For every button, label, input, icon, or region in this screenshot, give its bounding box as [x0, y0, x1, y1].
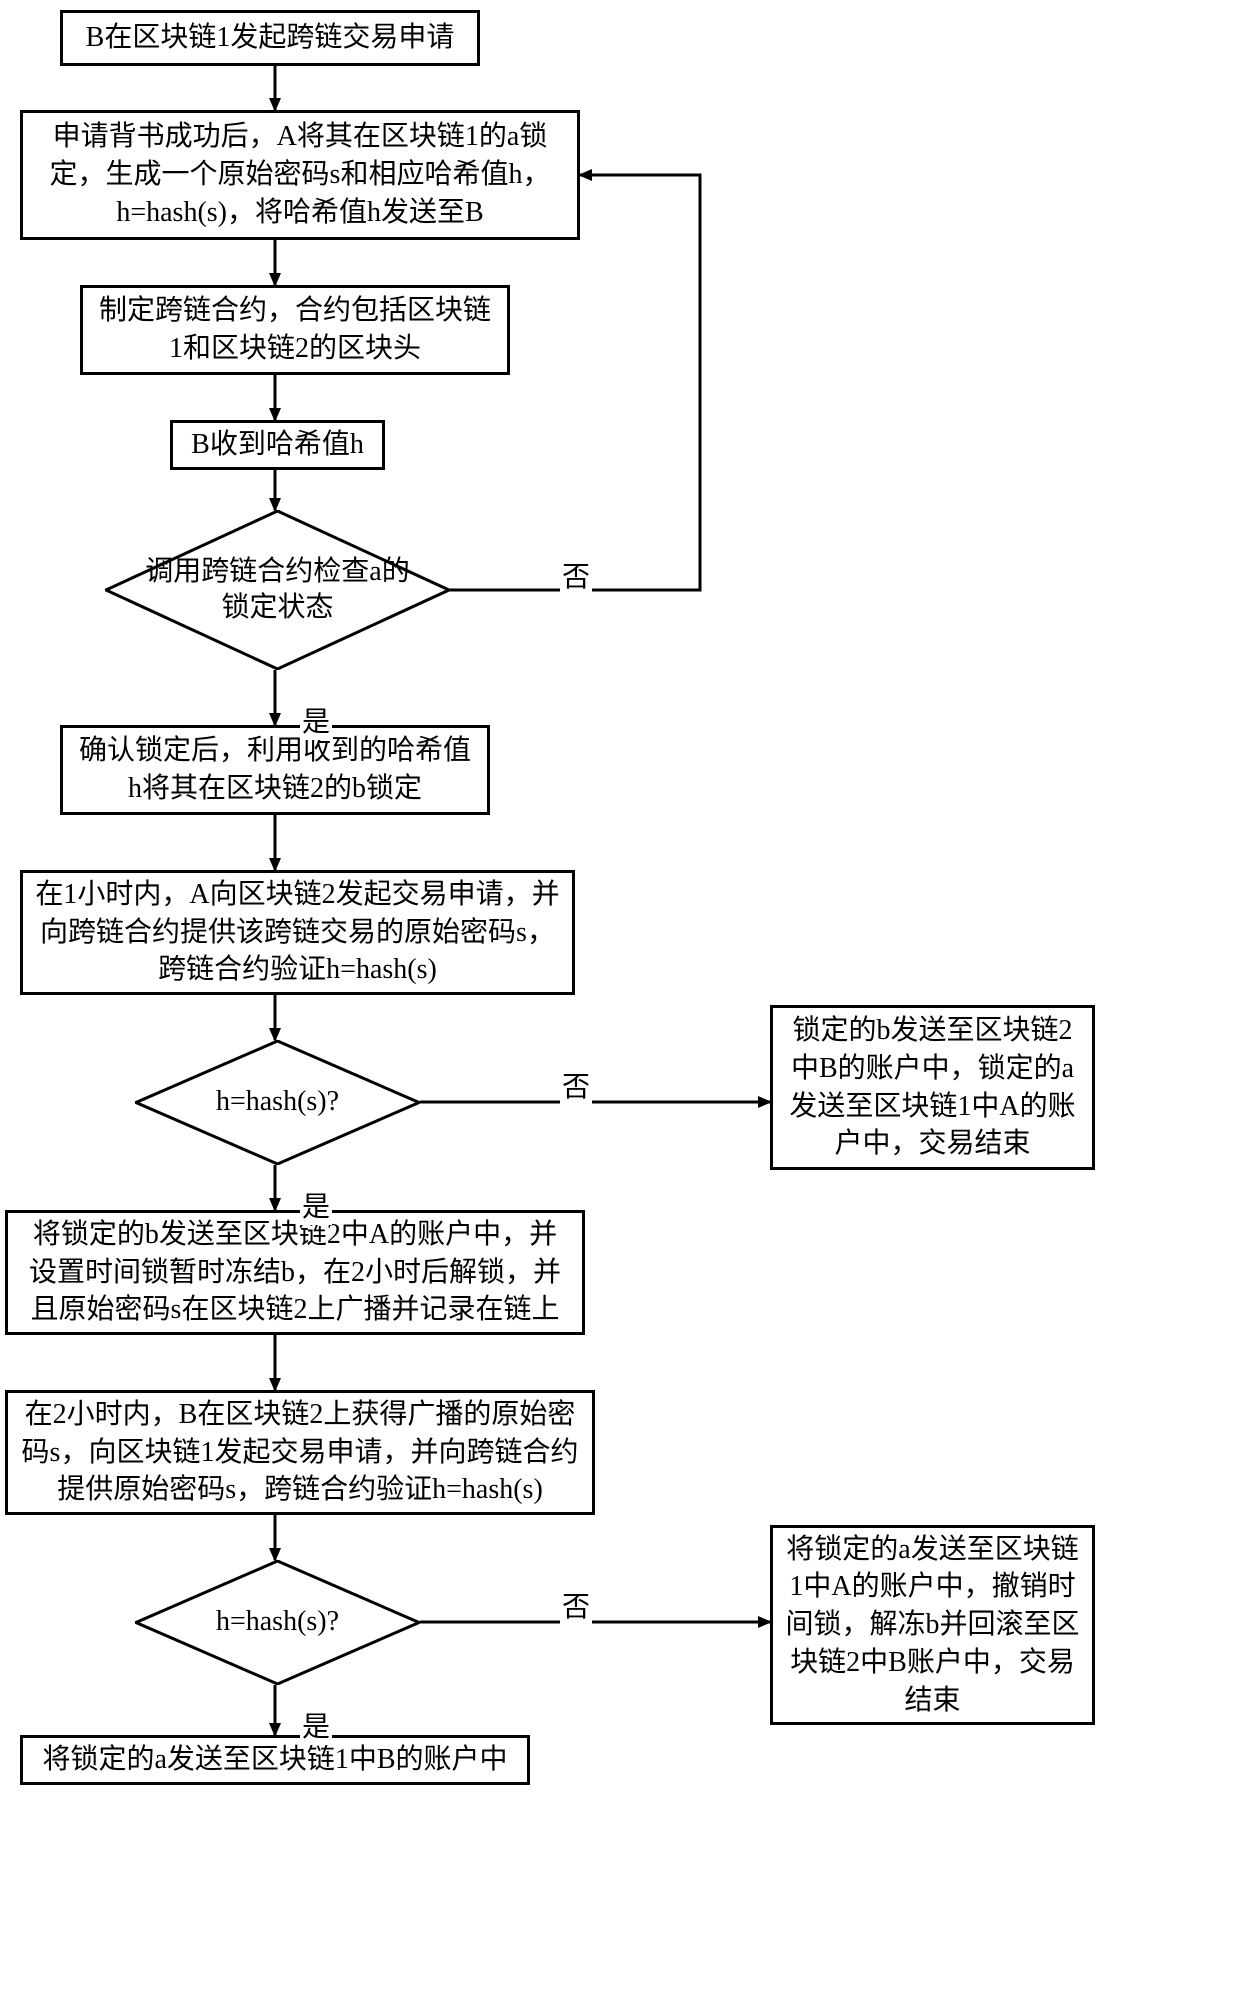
- flow-step-4: B收到哈希值h: [170, 420, 385, 470]
- flow-branch-10: 将锁定的a发送至区块链1中A的账户中，撤销时间锁，解冻b并回滚至区块链2中B账户…: [770, 1525, 1095, 1725]
- flow-decision-2: h=hash(s)?: [135, 1040, 420, 1165]
- edge-label: 是: [300, 700, 332, 740]
- edge-label: 否: [560, 1585, 592, 1625]
- edge-label: 否: [560, 555, 592, 595]
- node-text: 确认锁定后，利用收到的哈希值h将其在区块链2的b锁定: [75, 732, 475, 808]
- node-text: B在区块链1发起跨链交易申请: [86, 19, 455, 57]
- node-text: 调用跨链合约检查a的锁定状态: [133, 554, 422, 627]
- flow-decision-3: h=hash(s)?: [135, 1560, 420, 1685]
- node-text: 锁定的b发送至区块链2中B的账户中，锁定的a发送至区块链1中A的账户中，交易结束: [785, 1012, 1080, 1163]
- edge-label: 是: [300, 1185, 332, 1225]
- node-text: 在2小时内，B在区块链2上获得广播的原始密码s，向区块链1发起交易申请，并向跨链…: [20, 1396, 580, 1509]
- node-text: 在1小时内，A向区块链2发起交易申请，并向跨链合约提供该跨链交易的原始密码s，跨…: [35, 876, 560, 989]
- node-text: 将锁定的a发送至区块链1中A的账户中，撤销时间锁，解冻b并回滚至区块链2中B账户…: [785, 1531, 1080, 1720]
- node-text: h=hash(s)?: [216, 1604, 339, 1640]
- node-text: 制定跨链合约，合约包括区块链1和区块链2的区块头: [95, 292, 495, 368]
- node-text: 申请背书成功后，A将其在区块链1的a锁定，生成一个原始密码s和相应哈希值h，h=…: [35, 118, 565, 231]
- flow-step-8: 将锁定的b发送至区块链2中A的账户中，并设置时间锁暂时冻结b，在2小时后解锁，并…: [5, 1210, 585, 1335]
- flow-step-5: 确认锁定后，利用收到的哈希值h将其在区块链2的b锁定: [60, 725, 490, 815]
- node-text: h=hash(s)?: [216, 1084, 339, 1120]
- flow-step-3: 制定跨链合约，合约包括区块链1和区块链2的区块头: [80, 285, 510, 375]
- flow-branch-7: 锁定的b发送至区块链2中B的账户中，锁定的a发送至区块链1中A的账户中，交易结束: [770, 1005, 1095, 1170]
- node-text: B收到哈希值h: [191, 426, 364, 464]
- node-text: 将锁定的a发送至区块链1中B的账户中: [42, 1741, 507, 1779]
- flow-decision-1: 调用跨链合约检查a的锁定状态: [105, 510, 450, 670]
- flow-step-6: 在1小时内，A向区块链2发起交易申请，并向跨链合约提供该跨链交易的原始密码s，跨…: [20, 870, 575, 995]
- node-text: 将锁定的b发送至区块链2中A的账户中，并设置时间锁暂时冻结b，在2小时后解锁，并…: [20, 1216, 570, 1329]
- flow-step-2: 申请背书成功后，A将其在区块链1的a锁定，生成一个原始密码s和相应哈希值h，h=…: [20, 110, 580, 240]
- edge-label: 否: [560, 1065, 592, 1105]
- edge-label: 是: [300, 1705, 332, 1745]
- flow-start: B在区块链1发起跨链交易申请: [60, 10, 480, 66]
- flow-step-9: 在2小时内，B在区块链2上获得广播的原始密码s，向区块链1发起交易申请，并向跨链…: [5, 1390, 595, 1515]
- flow-end: 将锁定的a发送至区块链1中B的账户中: [20, 1735, 530, 1785]
